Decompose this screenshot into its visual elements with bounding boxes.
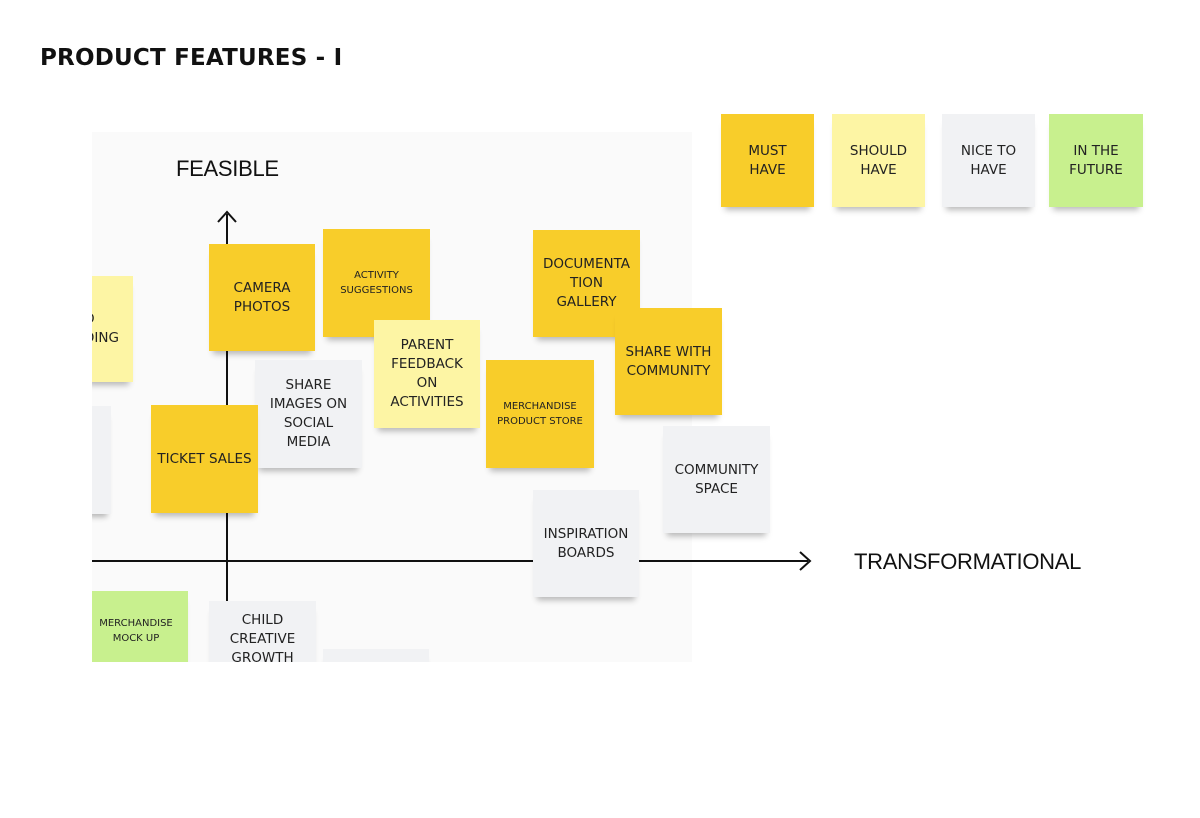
legend-in-the-future: IN THE FUTURE [1049,114,1143,207]
feature-matrix-board: FEASIBLE TRANSFORMATIONAL MUST HAVE SHOU… [92,112,1200,662]
legend-should-have: SHOULD HAVE [832,114,925,207]
y-axis-label: FEASIBLE [176,156,279,181]
legend-must-have: MUST HAVE [721,114,814,207]
note-merchandise-mock-up: MERCHANDISE MOCK UP [92,591,188,662]
note-ticket-sales: TICKET SALES [151,405,258,513]
note-merchandise-product-store: MERCHANDISE PRODUCT STORE [486,360,594,468]
note-child-creative-growth: CHILD CREATIVE GROWTH [209,601,316,662]
x-axis-label: TRANSFORMATIONAL [854,549,1082,574]
legend-nice-to-have: NICE TO HAVE [942,114,1035,207]
note-partial-left-grey [92,406,111,514]
note-share-images-social-media: SHARE IMAGES ON SOCIAL MEDIA [255,360,362,468]
note-partial-bottom [323,649,429,662]
x-axis-arrowhead [799,551,812,571]
note-camera-photos: CAMERA PHOTOS [209,244,315,351]
note-activity-suggestions: ACTIVITY SUGGESTIONS [323,229,430,337]
note-inspiration-boards: INSPIRATION BOARDS [533,490,639,597]
y-axis-arrowhead [217,210,237,223]
note-community-space: COMMUNITY SPACE [663,426,770,533]
note-parent-feedback: PARENT FEEDBACK ON ACTIVITIES [374,320,480,428]
note-share-with-community: SHARE WITH COMMUNITY [615,308,722,415]
page-title: PRODUCT FEATURES - I [40,45,343,71]
note-partial-left: O DING [92,276,133,382]
